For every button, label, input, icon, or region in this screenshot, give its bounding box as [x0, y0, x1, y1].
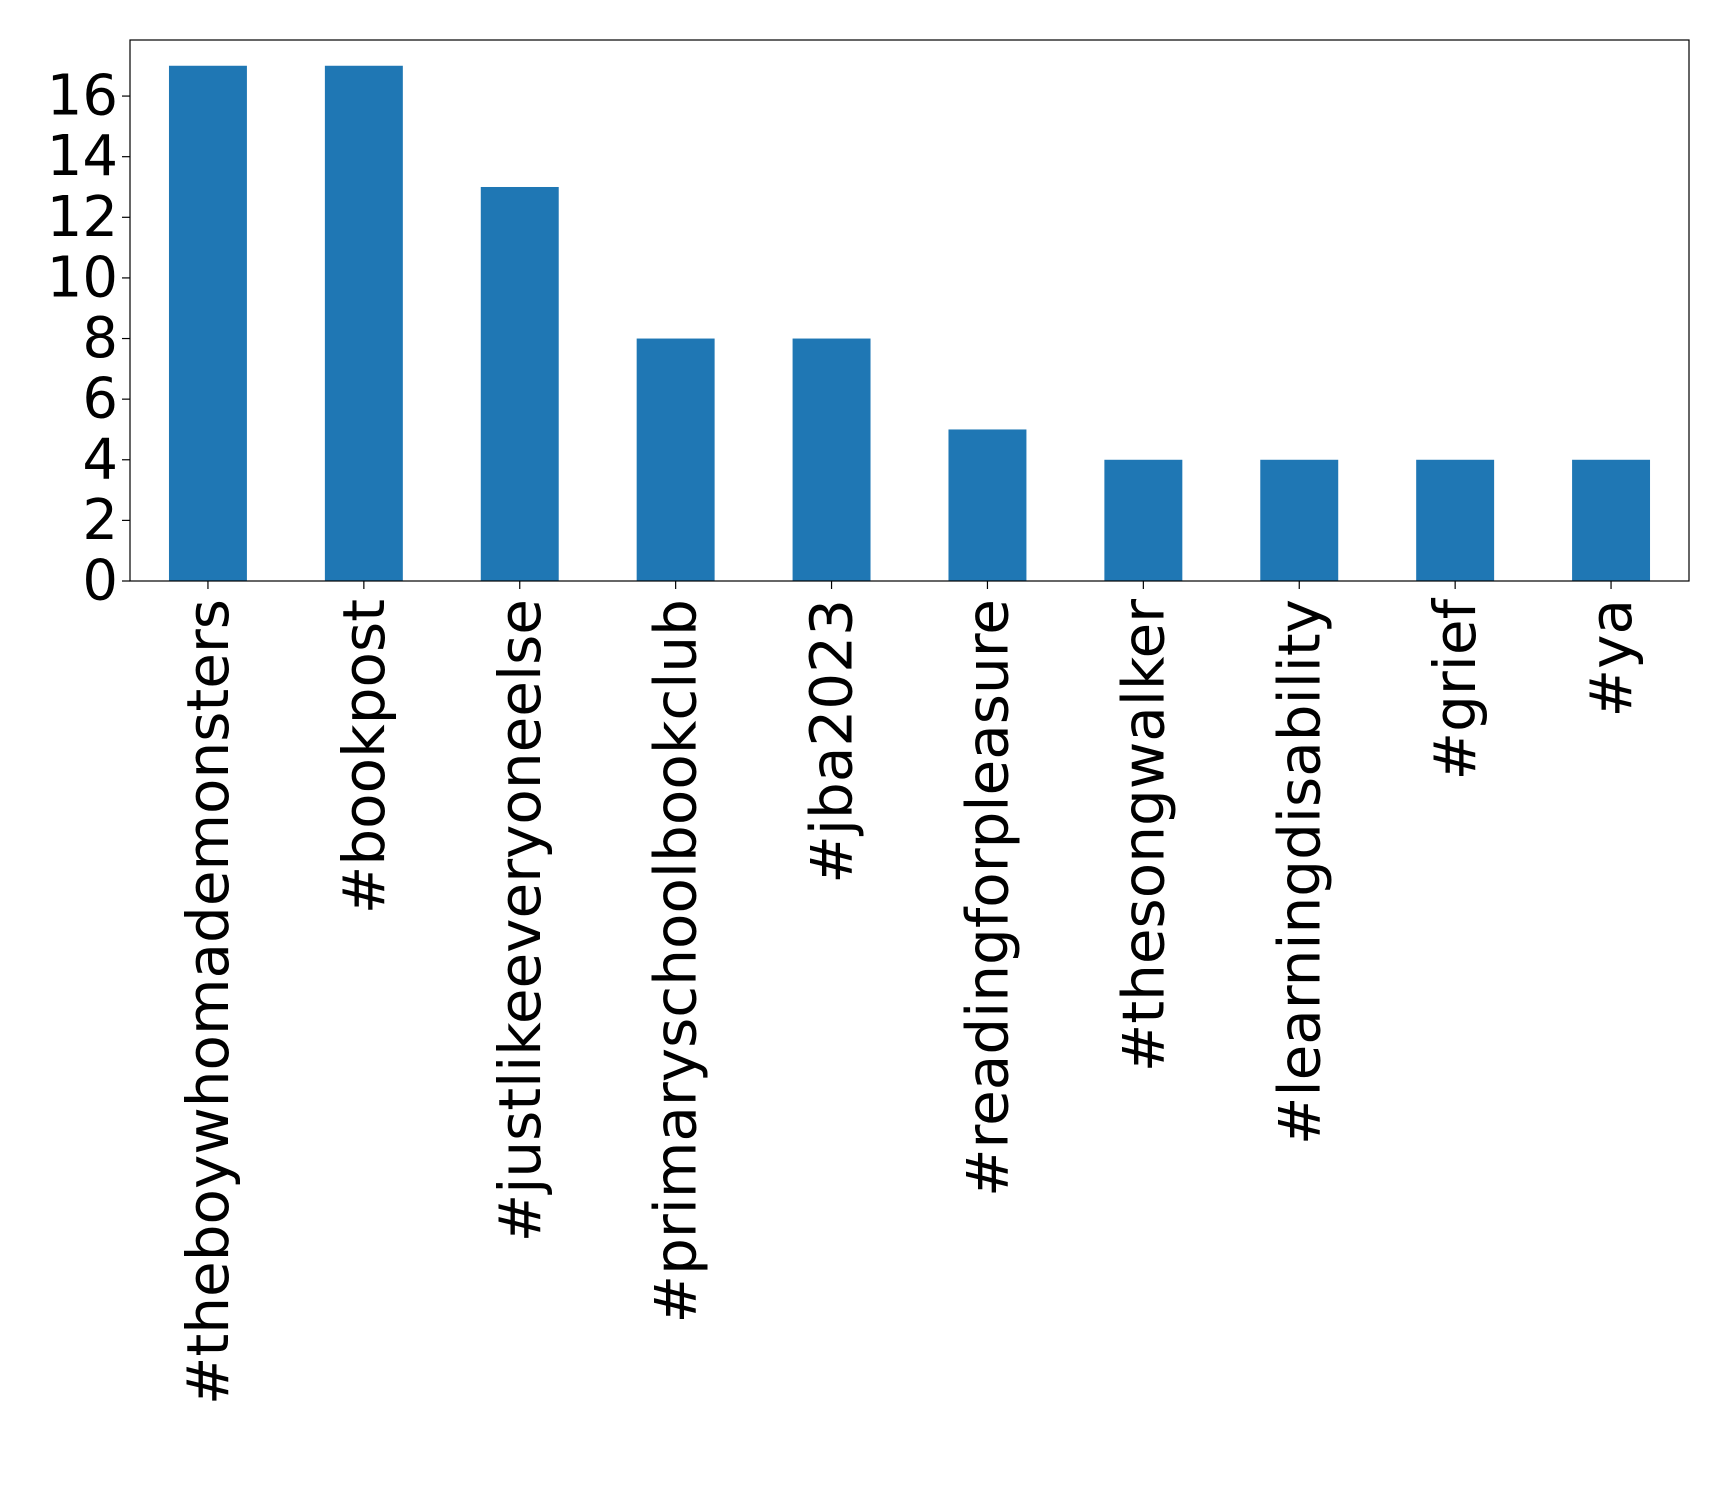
- x-tick-label: #readingforpleasure: [953, 599, 1021, 1197]
- bar-learningdisability: [1260, 459, 1339, 581]
- y-tick-label: 2: [82, 488, 118, 553]
- y-tick-label: 16: [47, 64, 118, 129]
- x-tick-label: #learningdisability: [1265, 599, 1333, 1145]
- y-tick-label: 8: [82, 306, 118, 371]
- y-tick-label: 14: [47, 124, 118, 189]
- bar-thesongwalker: [1104, 459, 1183, 581]
- y-tick-label: 4: [82, 427, 118, 492]
- bar-ya: [1572, 459, 1651, 581]
- x-tick-label: #grief: [1421, 597, 1489, 780]
- bar-readingforpleasure: [948, 429, 1027, 581]
- x-tick-label: #bookpost: [330, 599, 398, 914]
- bar-justlikeeveryoneelse: [480, 186, 559, 582]
- x-tick-label: #theboywhomademonsters: [174, 599, 242, 1405]
- bar-grief: [1416, 459, 1495, 581]
- x-tick-label: #primaryschoolbookclub: [642, 599, 710, 1324]
- bar-bookpost: [324, 65, 403, 581]
- x-tick-label: #ya: [1577, 599, 1645, 717]
- bar-theboywhomademonsters: [168, 65, 247, 581]
- y-tick-label: 12: [47, 185, 118, 250]
- bar-primaryschoolbookclub: [636, 338, 715, 581]
- bars-layer: [168, 65, 1651, 582]
- x-tick-label: #thesongwalker: [1109, 599, 1177, 1072]
- x-tick-label: #justlikeeveryoneelse: [486, 599, 554, 1242]
- x-tick-label: #jba2023: [798, 599, 866, 884]
- y-tick-label: 0: [82, 549, 118, 614]
- y-tick-label: 6: [82, 367, 118, 432]
- bar-jba2023: [792, 338, 871, 581]
- x-axis: #theboywhomademonsters #bookpost #justlike…: [174, 581, 1645, 1405]
- plot-frame: [129, 39, 1690, 582]
- y-tick-label: 10: [47, 245, 118, 310]
